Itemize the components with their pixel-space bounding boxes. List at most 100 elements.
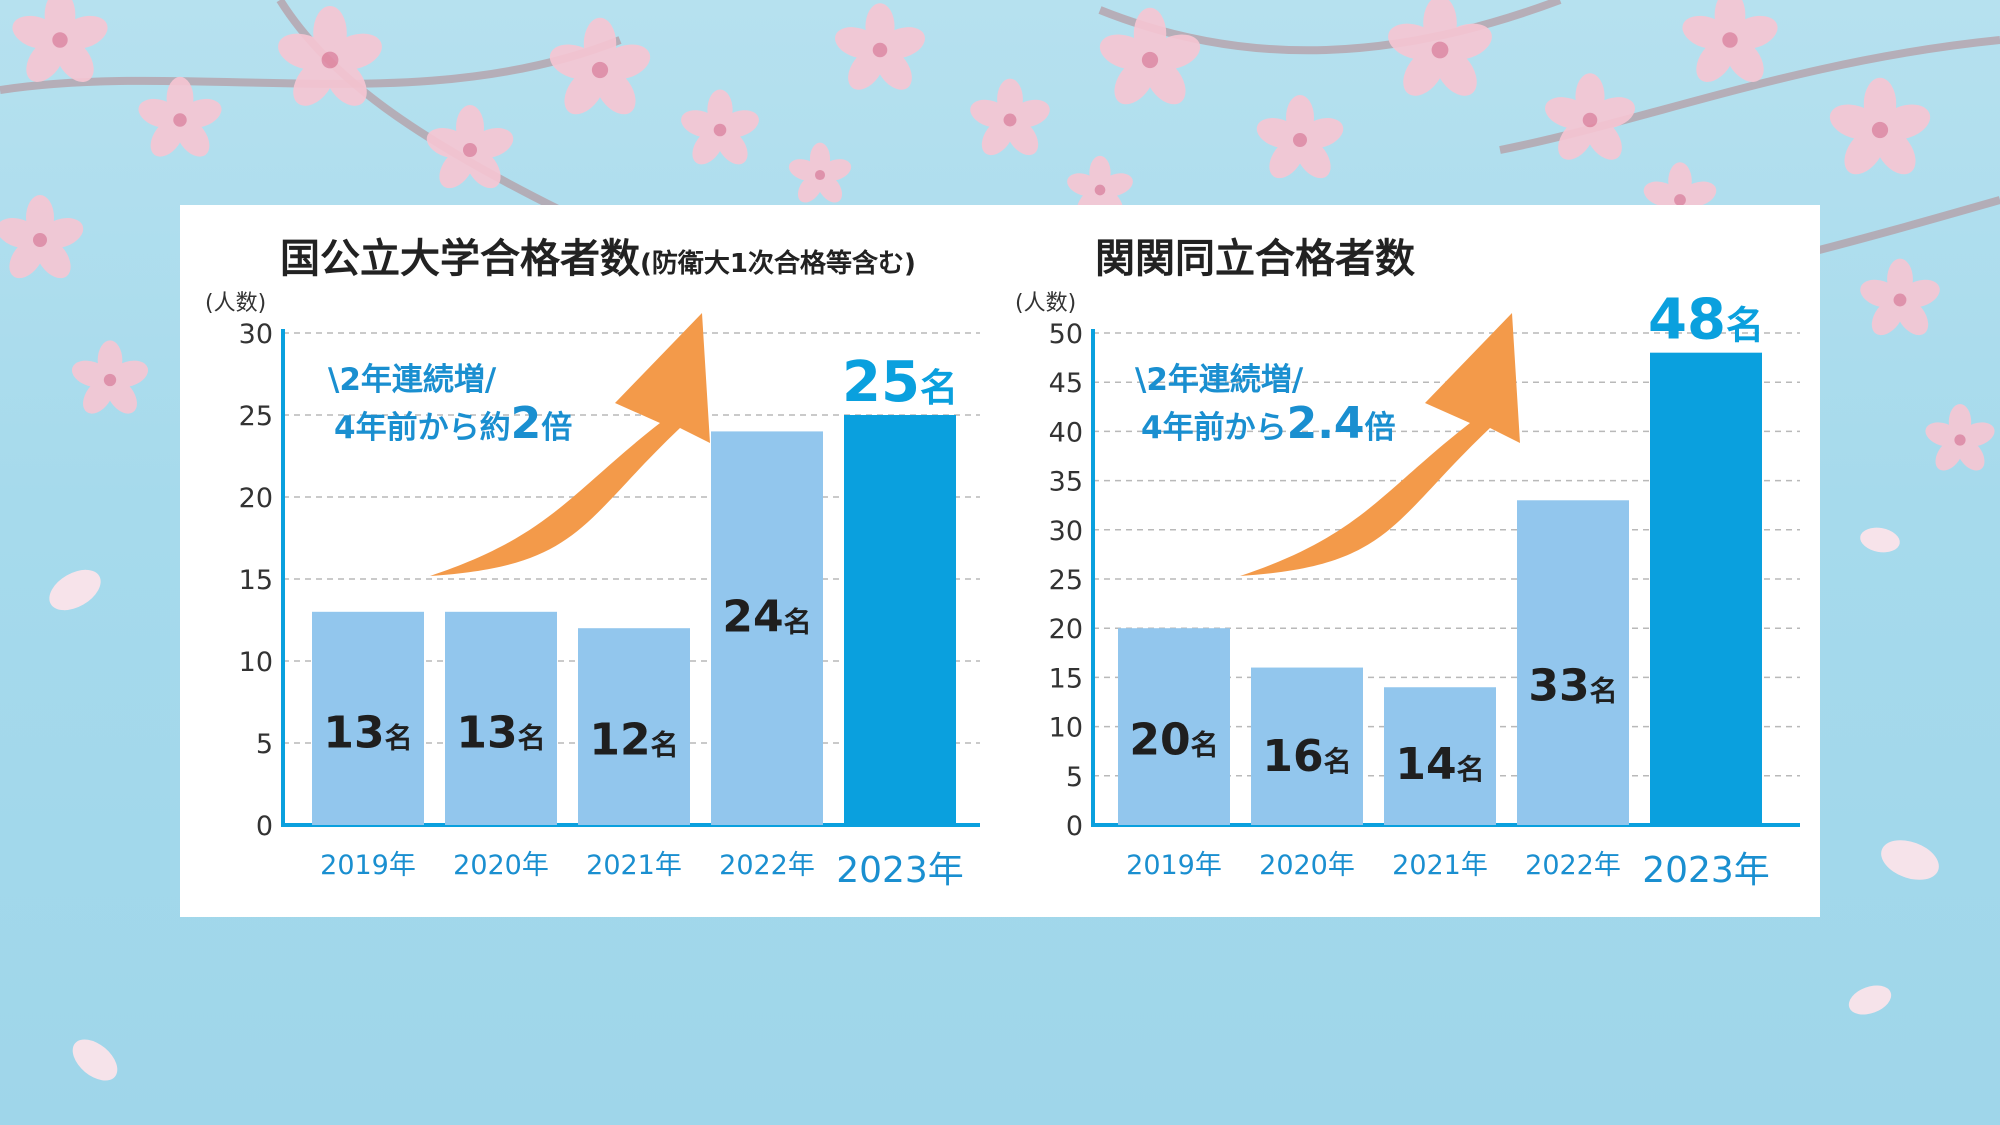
bar-value-label: 33名 — [1528, 660, 1617, 711]
bar-value-unit: 名 — [784, 605, 812, 638]
y-tick-label: 30 — [1049, 516, 1083, 547]
blossom-2 — [278, 6, 382, 106]
blossom-13 — [1829, 77, 1931, 175]
annotation-prefix: 4年前から約 — [334, 410, 511, 446]
bar-value-number: 24 — [722, 591, 783, 642]
y-tick-label: 15 — [239, 565, 273, 596]
chart-1: 国公立大学合格者数(防衛大1次合格等含む)(人数)05101520253013名… — [205, 236, 980, 891]
y-tick-label: 30 — [239, 319, 273, 350]
blossom-7 — [970, 78, 1050, 156]
bar-value-unit: 名 — [1324, 745, 1352, 778]
chart-2: 関関同立合格者数(人数)0510152025303540455020名2019年… — [1015, 236, 1800, 891]
y-tick-label: 20 — [239, 483, 273, 514]
x-category-label: 2023年 — [1642, 850, 1770, 891]
y-tick-label: 50 — [1049, 319, 1083, 350]
bar-value-number: 14 — [1395, 739, 1456, 790]
growth-arrow — [430, 313, 710, 576]
x-category-label: 2020年 — [1259, 850, 1355, 881]
chart-panel: 国公立大学合格者数(防衛大1次合格等含む) (人数) 0 5 10 15 20 25 30 13名… — [180, 205, 1820, 917]
y-tick-label: 0 — [256, 811, 273, 842]
y-tick-label: 0 — [1066, 811, 1083, 842]
bar-value-label: 13名 — [323, 707, 412, 758]
bar-2023年 — [844, 415, 956, 825]
blossom-9 — [1256, 95, 1344, 179]
blossom-6 — [835, 3, 925, 90]
blossom-8 — [1099, 7, 1201, 105]
annotation-multiplier: 2.4 — [1287, 398, 1365, 449]
bar-value-number: 16 — [1262, 731, 1323, 782]
bar-value-number: 48 — [1648, 288, 1726, 353]
falling-petal-3 — [1848, 985, 1892, 1015]
bar-value-unit: 名 — [1457, 753, 1485, 786]
annotation-line2: 4年前から約2倍 — [334, 398, 572, 449]
bar-value-label: 25名 — [842, 350, 958, 415]
bar-value-label: 24名 — [722, 591, 811, 642]
chart-title: 国公立大学合格者数(防衛大1次合格等含む) — [280, 236, 916, 282]
y-axis-unit-label: (人数) — [1015, 291, 1076, 316]
y-tick-label: 25 — [239, 401, 273, 432]
blossom-3 — [426, 105, 514, 189]
annotation-suffix: 倍 — [1365, 410, 1396, 446]
y-tick-label: 10 — [1049, 713, 1083, 744]
bar-value-label: 20名 — [1129, 714, 1218, 765]
x-category-label: 2023年 — [836, 850, 964, 891]
bar-2021年 — [578, 628, 690, 825]
y-tick-label: 20 — [1049, 614, 1083, 645]
y-axis-unit-label: (人数) — [205, 291, 266, 316]
blossom-14 — [0, 195, 84, 279]
blossom-12 — [1682, 0, 1778, 82]
bar-value-label: 16名 — [1262, 731, 1351, 782]
annotation-line1: \2年連続増/ — [328, 362, 497, 398]
bar-2022年 — [1517, 500, 1629, 825]
chart-title: 関関同立合格者数 — [1095, 236, 1415, 282]
x-category-label: 2022年 — [719, 850, 815, 881]
falling-petal-1 — [1881, 840, 1939, 880]
bar-value-number: 20 — [1129, 714, 1190, 765]
y-tick-label: 5 — [1066, 762, 1083, 793]
falling-petal-0 — [49, 569, 101, 611]
y-tick-label: 15 — [1049, 663, 1083, 694]
blossom-0 — [12, 0, 108, 82]
bar-2020年 — [1251, 667, 1363, 825]
y-tick-label: 10 — [239, 647, 273, 678]
bar-value-number: 25 — [842, 350, 920, 415]
y-tick-label: 40 — [1049, 417, 1083, 448]
bar-value-label: 13名 — [456, 707, 545, 758]
blossom-5 — [681, 89, 759, 165]
bar-2019年 — [1118, 628, 1230, 825]
x-category-label: 2021年 — [1392, 850, 1488, 881]
blossom-19 — [788, 142, 852, 203]
bar-value-unit: 名 — [385, 721, 413, 754]
bar-value-unit: 名 — [1191, 728, 1219, 761]
annotation-multiplier: 2 — [511, 398, 542, 449]
annotation-line2: 4年前から2.4倍 — [1141, 398, 1396, 449]
bar-value-number: 13 — [456, 707, 517, 758]
charts-canvas: 国公立大学合格者数(防衛大1次合格等含む)(人数)05101520253013名… — [205, 236, 1800, 891]
blossom-16 — [1860, 258, 1940, 336]
y-tick-label: 5 — [256, 729, 273, 760]
chart-subtitle: (防衛大1次合格等含む) — [640, 248, 916, 279]
bar-value-unit: 名 — [920, 366, 958, 410]
falling-petal-4 — [1860, 527, 1900, 553]
bar-value-number: 13 — [323, 707, 384, 758]
blossom-17 — [1925, 404, 1995, 471]
branch-1 — [276, 0, 562, 214]
x-category-label: 2022年 — [1525, 850, 1621, 881]
x-category-label: 2020年 — [453, 850, 549, 881]
growth-arrow — [1240, 313, 1520, 576]
x-category-label: 2019年 — [320, 850, 416, 881]
bar-value-label: 48名 — [1648, 288, 1764, 353]
bar-value-number: 12 — [589, 714, 650, 765]
annotation-suffix: 倍 — [541, 410, 572, 446]
falling-petal-2 — [72, 1039, 118, 1081]
annotation-prefix: 4年前から — [1141, 410, 1287, 446]
blossom-11 — [1545, 73, 1635, 160]
bar-value-number: 33 — [1528, 660, 1589, 711]
x-category-label: 2019年 — [1126, 850, 1222, 881]
bar-2021年 — [1384, 687, 1496, 825]
y-tick-label: 45 — [1049, 368, 1083, 399]
annotation-line1: \2年連続増/ — [1135, 362, 1304, 398]
bar-2019年 — [312, 611, 424, 825]
blossom-4 — [549, 17, 651, 115]
